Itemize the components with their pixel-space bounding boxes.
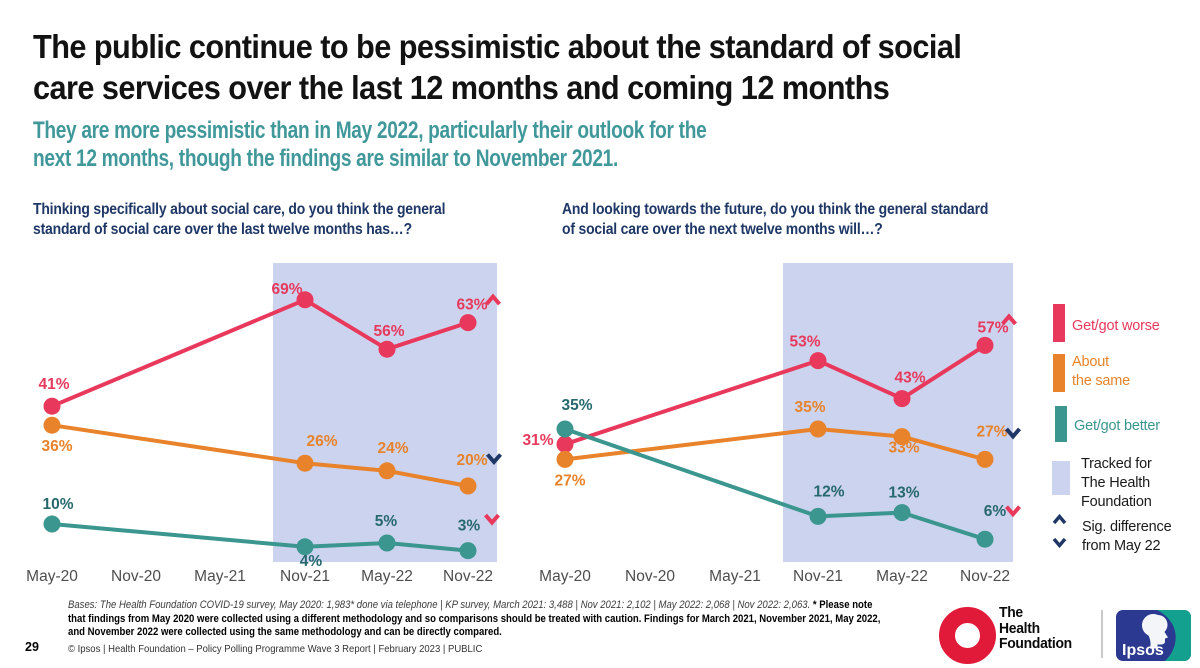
ipsos-logo: Ipsos <box>1116 610 1191 661</box>
logo-divider <box>1101 610 1103 658</box>
question-line: standard of social care over the last tw… <box>33 221 412 238</box>
svg-text:May-22: May-22 <box>361 568 413 585</box>
svg-text:69%: 69% <box>271 281 302 298</box>
chart-question-next-12-months: And looking towards the future, do you t… <box>562 200 988 240</box>
health-foundation-logo-line: Health <box>999 620 1040 637</box>
svg-text:41%: 41% <box>38 376 69 393</box>
legend-label-line: Get/got worse <box>1072 318 1160 334</box>
footnote-line: that findings from May 2020 were collect… <box>68 612 881 625</box>
footnote-bases: Bases: The Health Foundation COVID-19 su… <box>68 599 811 611</box>
svg-text:Nov-20: Nov-20 <box>625 568 675 585</box>
svg-text:56%: 56% <box>373 323 404 340</box>
slide-subtitle-line: next 12 months, though the findings are … <box>33 145 618 172</box>
svg-text:May-21: May-21 <box>709 568 761 585</box>
svg-text:6%: 6% <box>984 503 1007 520</box>
legend-swatch-same <box>1053 354 1065 392</box>
svg-text:33%: 33% <box>888 440 919 457</box>
legend-swatch-tracked <box>1052 461 1070 495</box>
svg-text:13%: 13% <box>888 485 919 502</box>
legend-label-line: Tracked for <box>1081 456 1152 472</box>
legend-swatch-worse <box>1053 304 1065 342</box>
page-title-line: The public continue to be pessimistic ab… <box>33 28 962 65</box>
health-foundation-logo: The Health Foundation <box>999 605 1072 653</box>
legend-label-line: Sig. difference <box>1082 519 1172 535</box>
slide-subtitle-line: They are more pessimistic than in May 20… <box>33 117 707 144</box>
line-chart-next-12-months: May-20 Nov-20 May-21 Nov-21 May-22 Nov-22 31% 5… <box>522 263 1022 585</box>
svg-text:May-22: May-22 <box>876 568 928 585</box>
svg-text:53%: 53% <box>789 334 820 351</box>
legend-label-better: Get/got better <box>1074 417 1160 436</box>
svg-text:43%: 43% <box>894 370 925 387</box>
svg-text:Nov-21: Nov-21 <box>793 568 843 585</box>
slide-subtitle: They are more pessimistic than in May 20… <box>33 117 707 173</box>
svg-text:12%: 12% <box>813 483 844 500</box>
question-line: And looking towards the future, do you t… <box>562 201 989 218</box>
footnote-line: and November 2022 were collected using t… <box>68 626 502 638</box>
svg-text:May-20: May-20 <box>26 568 78 585</box>
svg-text:24%: 24% <box>377 440 408 457</box>
svg-text:Nov-21: Nov-21 <box>280 568 330 585</box>
chevron-down-icon <box>1052 537 1067 548</box>
svg-text:Nov-20: Nov-20 <box>111 568 161 585</box>
svg-text:4%: 4% <box>300 553 323 570</box>
svg-text:May-21: May-21 <box>194 568 246 585</box>
chevron-up-icon <box>1052 514 1067 525</box>
legend-label-line: About <box>1072 354 1109 370</box>
legend-swatch-better <box>1055 406 1067 442</box>
legend-label-sig-difference: Sig. difference from May 22 <box>1082 518 1172 556</box>
svg-text:63%: 63% <box>456 297 487 314</box>
legend-label-line: The Health <box>1081 475 1150 491</box>
svg-text:36%: 36% <box>41 438 72 455</box>
chart-question-last-12-months: Thinking specifically about social care,… <box>33 200 446 240</box>
question-line: Thinking specifically about social care,… <box>33 201 446 218</box>
legend-label-line: from May 22 <box>1082 538 1161 554</box>
legend-label-line: the same <box>1072 373 1131 389</box>
svg-text:May-20: May-20 <box>539 568 591 585</box>
svg-text:35%: 35% <box>561 397 592 414</box>
footnote-line: Bases: The Health Foundation COVID-19 su… <box>68 599 880 613</box>
svg-text:27%: 27% <box>976 423 1007 440</box>
legend-label-same: About the same <box>1072 353 1130 391</box>
legend-label-worse: Get/got worse <box>1072 317 1160 336</box>
footnote: Bases: The Health Foundation COVID-19 su… <box>68 599 880 640</box>
svg-text:27%: 27% <box>554 472 585 489</box>
health-foundation-ring-icon <box>939 607 996 664</box>
svg-text:10%: 10% <box>42 496 73 513</box>
svg-text:Nov-22: Nov-22 <box>960 568 1010 585</box>
health-foundation-logo-line: The <box>999 605 1023 621</box>
line-chart-last-12-months: May-20 Nov-20 May-21 Nov-21 May-22 Nov-22 41% 6… <box>26 263 503 585</box>
copyright-line: © Ipsos | Health Foundation – Policy Pol… <box>68 644 483 655</box>
ipsos-swoosh <box>1157 610 1191 661</box>
question-line: of social care over the next twelve mont… <box>562 221 883 238</box>
svg-text:3%: 3% <box>458 518 481 535</box>
svg-text:31%: 31% <box>522 432 553 449</box>
svg-text:35%: 35% <box>794 399 825 416</box>
svg-text:Nov-22: Nov-22 <box>443 568 493 585</box>
svg-text:5%: 5% <box>375 513 398 530</box>
page-number: 29 <box>25 640 39 654</box>
ipsos-face-icon <box>1141 613 1168 649</box>
ipsos-wordmark: Ipsos <box>1122 642 1164 659</box>
page-title-line: care services over the last 12 months an… <box>33 69 890 106</box>
health-foundation-logo-line: Foundation <box>999 636 1072 652</box>
legend-label-line: Foundation <box>1081 494 1152 510</box>
legend-label-line: Get/got better <box>1074 418 1160 434</box>
page-title: The public continue to be pessimistic ab… <box>33 26 962 108</box>
footnote-note: * Please note <box>812 599 873 611</box>
svg-text:26%: 26% <box>306 433 337 450</box>
legend-label-tracked: Tracked for The Health Foundation <box>1081 455 1152 512</box>
svg-text:20%: 20% <box>456 452 487 469</box>
svg-text:57%: 57% <box>977 319 1008 336</box>
